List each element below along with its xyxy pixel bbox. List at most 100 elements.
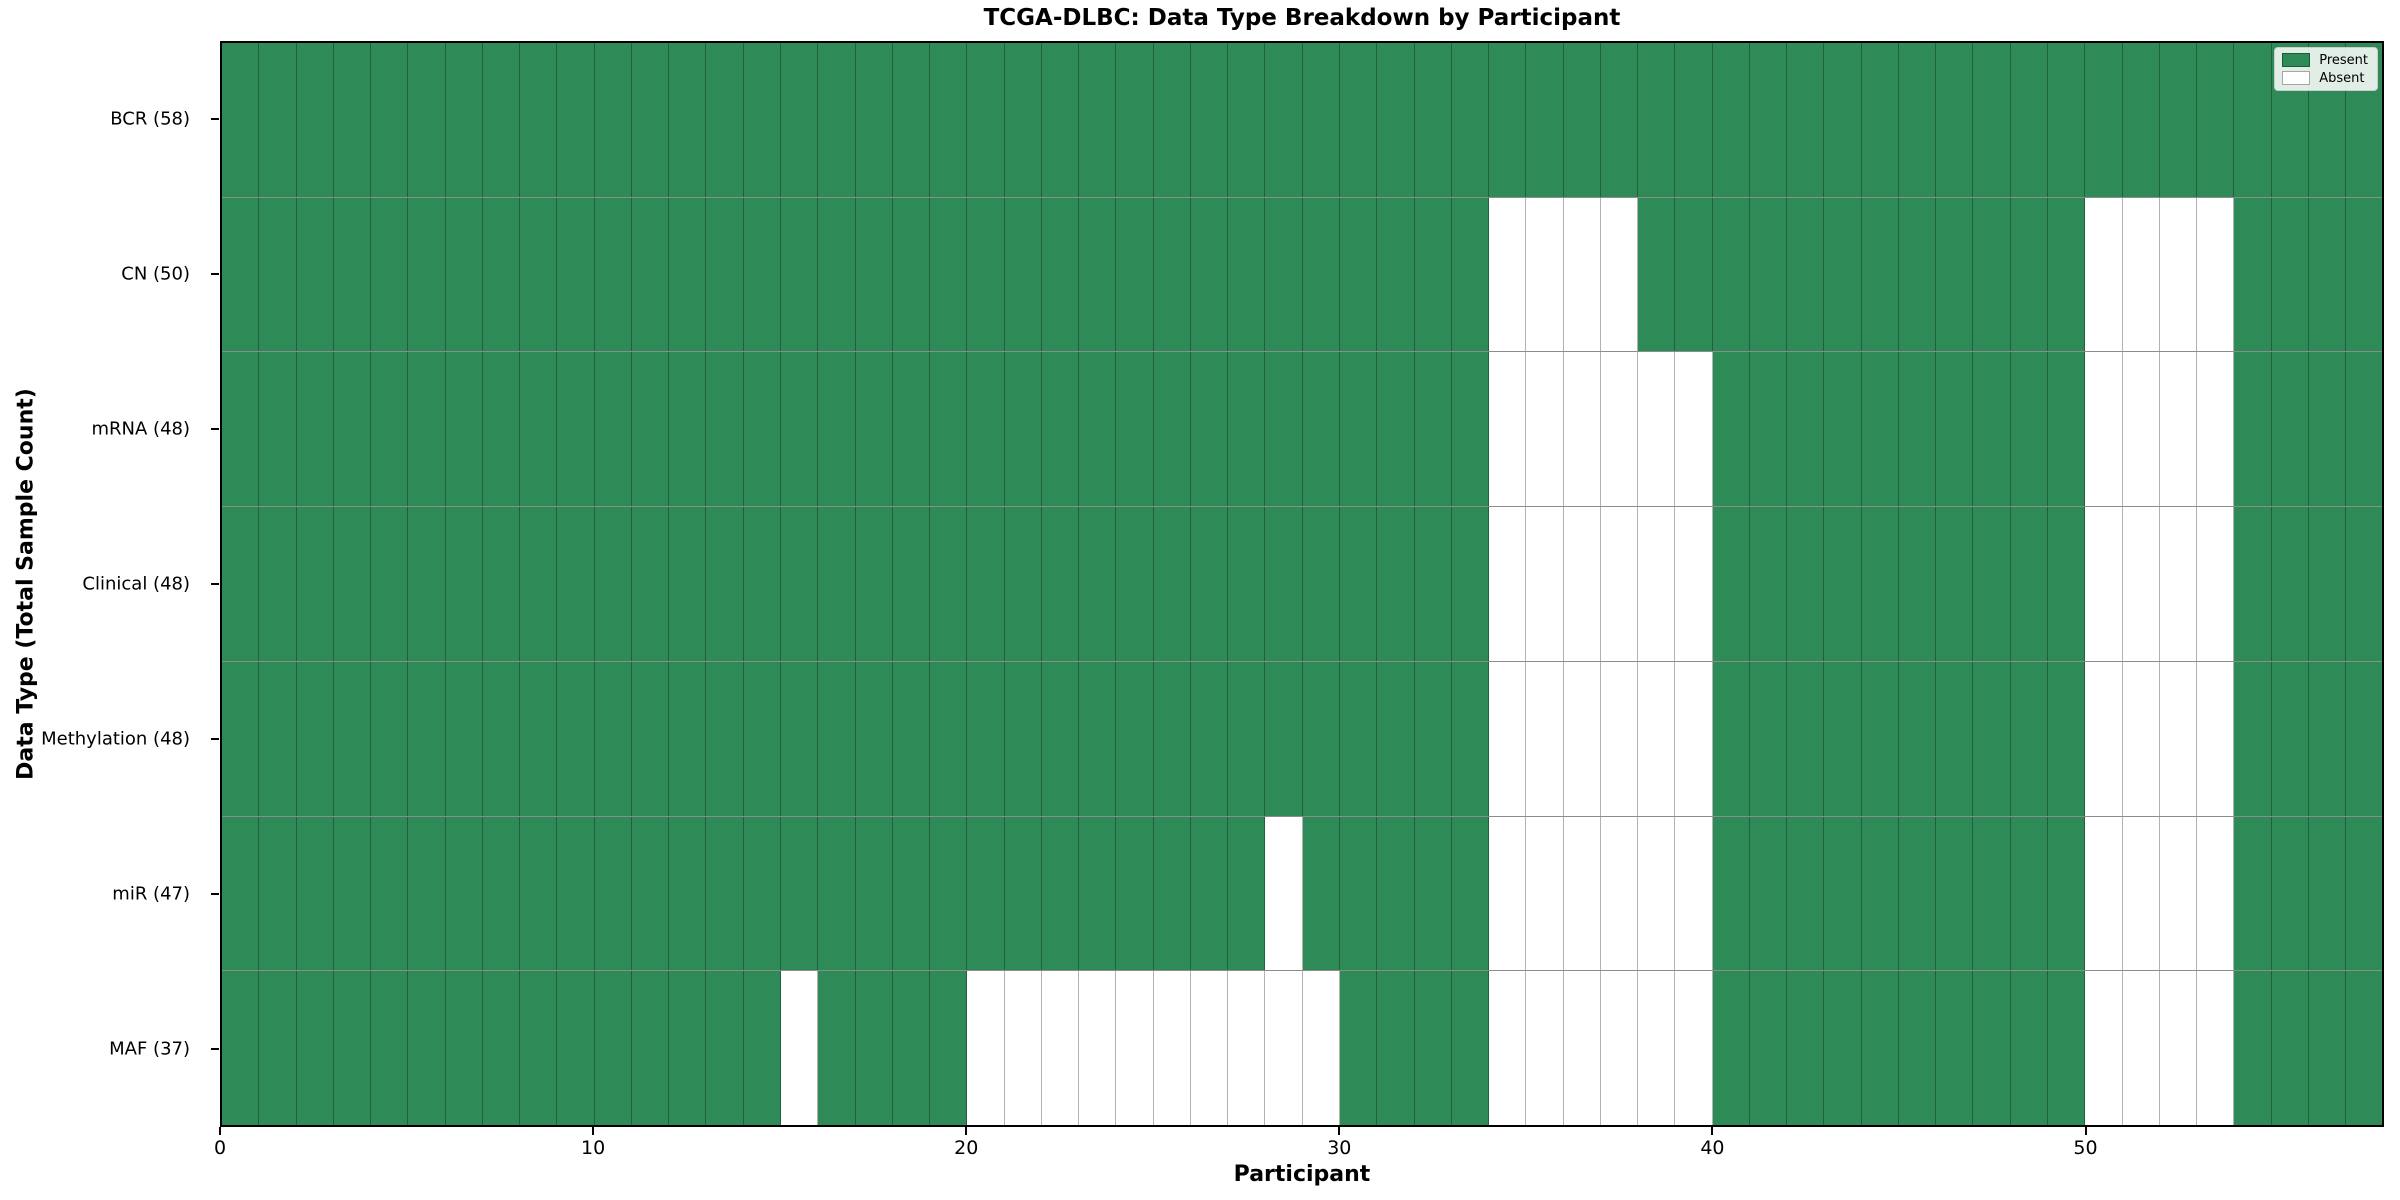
heatmap-cell-mir-20 [967, 816, 1005, 971]
heatmap-cell-maf-10 [594, 971, 632, 1126]
heatmap-cell-cn-19 [930, 197, 968, 352]
heatmap-cell-clinical-15 [780, 507, 819, 661]
heatmap-cell-bcr-45 [1898, 43, 1937, 197]
heatmap-cell-clinical-25 [1153, 507, 1191, 661]
heatmap-cell-methylation-39 [1675, 661, 1713, 816]
heatmap-cell-mir-2 [296, 816, 334, 971]
heatmap-cell-methylation-32 [1414, 661, 1452, 816]
heatmap-cell-clinical-19 [930, 507, 968, 661]
y-tick-label-mir: miR (47) [112, 883, 190, 905]
heatmap-cell-maf-12 [669, 971, 707, 1126]
heatmap-cell-mir-6 [445, 816, 483, 971]
heatmap-cell-cn-16 [818, 197, 856, 352]
heatmap-cell-cn-40 [1712, 197, 1750, 352]
y-tick-mark [211, 427, 219, 430]
heatmap-cell-mir-26 [1190, 816, 1229, 971]
heatmap-cell-cn-0 [222, 197, 260, 352]
heatmap-cell-clinical-44 [1861, 507, 1899, 661]
heatmap-cell-bcr-8 [520, 43, 558, 197]
heatmap-cell-maf-57 [2346, 971, 2383, 1126]
heatmap-cell-methylation-29 [1302, 661, 1340, 816]
heatmap-cell-mrna-53 [2197, 352, 2235, 507]
heatmap-cell-mir-5 [408, 816, 446, 971]
heatmap-cell-clinical-4 [371, 507, 409, 661]
y-tick-label-cn: CN (50) [121, 263, 190, 285]
heatmap-cell-mrna-34 [1489, 352, 1527, 507]
heatmap-cell-cn-31 [1377, 197, 1415, 352]
heatmap-cell-cn-43 [1824, 197, 1862, 352]
heatmap-cell-methylation-17 [855, 661, 893, 816]
heatmap-cell-bcr-25 [1153, 43, 1191, 197]
heatmap-cell-clinical-47 [1973, 507, 2011, 661]
heatmap-cell-bcr-53 [2197, 43, 2235, 197]
heatmap-cell-clinical-12 [669, 507, 707, 661]
heatmap-cell-mir-19 [930, 816, 968, 971]
heatmap-cell-methylation-2 [296, 661, 334, 816]
heatmap-cell-maf-36 [1563, 971, 1601, 1126]
heatmap-cell-bcr-1 [259, 43, 297, 197]
heatmap-cell-cn-37 [1600, 197, 1639, 352]
heatmap-cell-clinical-38 [1638, 507, 1676, 661]
heatmap-cell-mrna-16 [818, 352, 856, 507]
heatmap-cell-mrna-29 [1302, 352, 1340, 507]
legend-label-absent: Absent [2319, 70, 2365, 86]
heatmap-cell-bcr-40 [1712, 43, 1750, 197]
heatmap-cell-cn-8 [520, 197, 558, 352]
heatmap-cell-maf-4 [371, 971, 409, 1126]
heatmap-cell-mrna-18 [892, 352, 931, 507]
x-tick-label-40: 40 [1700, 1137, 1725, 1159]
heatmap-cell-clinical-35 [1526, 507, 1564, 661]
heatmap-cell-methylation-28 [1265, 661, 1303, 816]
heatmap-cell-mir-48 [2010, 816, 2049, 971]
heatmap-cell-mir-24 [1116, 816, 1154, 971]
heatmap-row-mir [222, 816, 2383, 972]
y-tick-label-bcr: BCR (58) [110, 108, 190, 130]
heatmap-cell-mrna-9 [557, 352, 595, 507]
heatmap-cell-bcr-52 [2159, 43, 2198, 197]
heatmap-cell-mrna-43 [1824, 352, 1862, 507]
heatmap-cell-methylation-18 [892, 661, 931, 816]
heatmap-row-methylation [222, 661, 2383, 817]
heatmap-cell-bcr-23 [1079, 43, 1117, 197]
heatmap-cell-bcr-4 [371, 43, 409, 197]
heatmap-cell-mir-46 [1936, 816, 1974, 971]
heatmap-cell-clinical-45 [1898, 507, 1937, 661]
heatmap-cell-methylation-10 [594, 661, 632, 816]
heatmap-cell-mrna-48 [2010, 352, 2049, 507]
heatmap-cell-bcr-7 [482, 43, 521, 197]
heatmap-cell-cn-11 [631, 197, 670, 352]
heatmap-cell-maf-25 [1153, 971, 1191, 1126]
x-tick-mark [2084, 1127, 2087, 1135]
heatmap-cell-clinical-57 [2346, 507, 2383, 661]
x-axis-label: Participant [1233, 1162, 1371, 1187]
heatmap-cell-bcr-54 [2234, 43, 2272, 197]
heatmap-row-clinical [222, 507, 2383, 662]
heatmap-cell-bcr-38 [1638, 43, 1676, 197]
heatmap-cell-bcr-19 [930, 43, 968, 197]
heatmap-cell-bcr-14 [743, 43, 781, 197]
y-tick-mark [211, 893, 219, 896]
heatmap-cell-bcr-18 [892, 43, 931, 197]
heatmap-cell-clinical-54 [2234, 507, 2272, 661]
heatmap-cell-clinical-11 [631, 507, 670, 661]
heatmap-cell-clinical-41 [1749, 507, 1788, 661]
heatmap-cell-methylation-54 [2234, 661, 2272, 816]
heatmap-cell-cn-6 [445, 197, 483, 352]
heatmap-cell-mrna-5 [408, 352, 446, 507]
heatmap-cell-maf-32 [1414, 971, 1452, 1126]
heatmap-cell-bcr-28 [1265, 43, 1303, 197]
heatmap-cell-methylation-51 [2122, 661, 2160, 816]
heatmap-cell-methylation-48 [2010, 661, 2049, 816]
heatmap-cell-methylation-24 [1116, 661, 1154, 816]
heatmap-cell-mrna-37 [1600, 352, 1639, 507]
heatmap-cell-maf-5 [408, 971, 446, 1126]
heatmap-cell-methylation-9 [557, 661, 595, 816]
x-tick-label-50: 50 [2073, 1137, 2098, 1159]
heatmap-cell-clinical-28 [1265, 507, 1303, 661]
heatmap-cell-clinical-20 [967, 507, 1005, 661]
heatmap-cell-mrna-25 [1153, 352, 1191, 507]
heatmap-cell-clinical-33 [1451, 507, 1490, 661]
heatmap-cell-cn-2 [296, 197, 334, 352]
heatmap-cell-bcr-22 [1041, 43, 1080, 197]
heatmap-cell-bcr-20 [967, 43, 1005, 197]
